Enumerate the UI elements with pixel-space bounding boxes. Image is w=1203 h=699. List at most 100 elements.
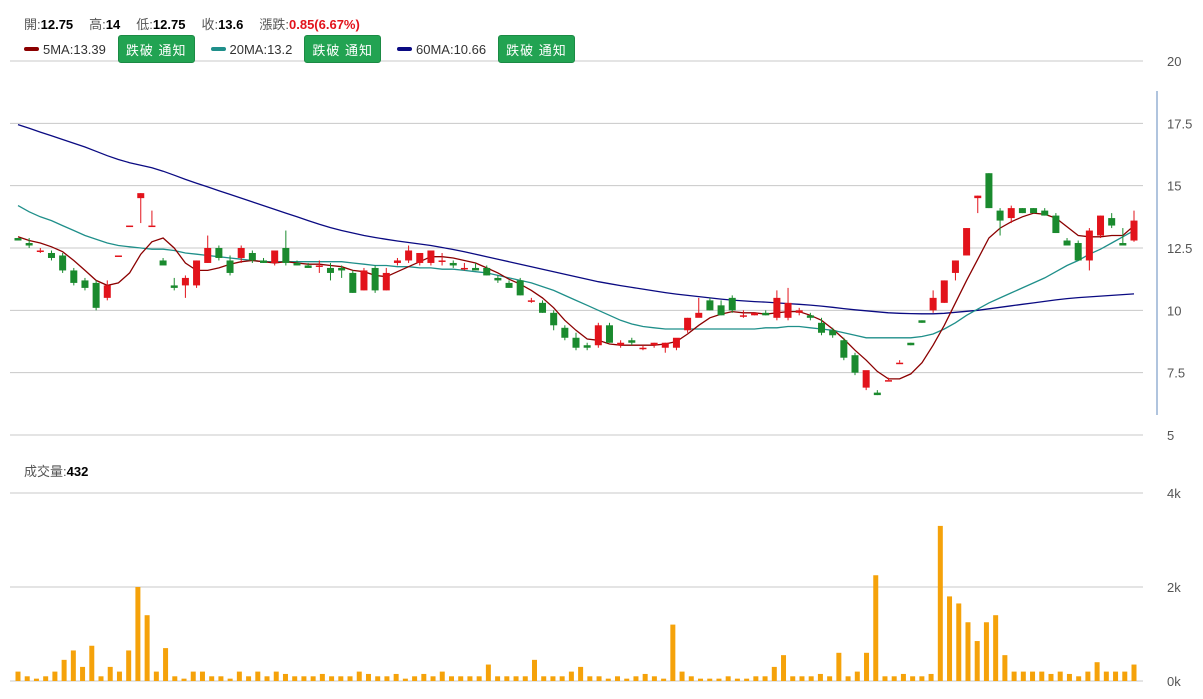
volume-bar	[651, 676, 657, 681]
volume-bar	[753, 676, 759, 681]
volume-bar	[458, 676, 464, 681]
volume-bar	[135, 587, 141, 681]
volume-bar	[319, 673, 325, 681]
candle-body	[25, 243, 33, 246]
close-value: 13.6	[218, 17, 244, 32]
candle-body	[884, 380, 892, 382]
candle-body	[181, 277, 189, 286]
volume-bar	[771, 666, 777, 681]
volume-bar	[882, 676, 888, 681]
candle-body	[706, 300, 714, 311]
ma20-label: 20MA:13.2	[229, 41, 293, 57]
candle-body	[1074, 243, 1082, 261]
close-label: 收:	[201, 17, 219, 32]
candle-body	[1119, 243, 1127, 246]
price-tick-label: 20	[1167, 54, 1181, 69]
volume-bar	[181, 678, 187, 681]
candle-body	[539, 302, 547, 313]
candle-body	[550, 312, 558, 326]
volume-bar	[513, 676, 519, 681]
volume-bar	[347, 676, 353, 681]
volume-bar	[301, 676, 307, 681]
candle-body	[438, 260, 446, 262]
candle-body	[47, 252, 55, 258]
volume-bar	[402, 678, 408, 681]
ma60-legend: 60MA:10.66 跌破 通知	[397, 35, 575, 63]
candle-body	[639, 347, 647, 350]
volume-bar	[531, 659, 537, 681]
candle-body	[505, 282, 513, 288]
candle-body	[248, 252, 256, 261]
volume-bar	[725, 676, 731, 681]
candle-body	[873, 392, 881, 396]
candle-body	[1085, 230, 1093, 261]
candle-body	[226, 260, 234, 273]
candle-body	[1063, 240, 1071, 246]
candlesticks	[14, 173, 1138, 396]
volume-bar	[61, 659, 67, 681]
volume-bar	[1057, 671, 1063, 681]
volume-bar	[983, 622, 989, 681]
candle-body	[829, 330, 837, 336]
volume-bar	[365, 673, 371, 681]
candle-body	[449, 262, 457, 266]
volume-bar	[209, 676, 215, 681]
candle-body	[918, 320, 926, 323]
volume-bar	[43, 676, 49, 681]
candle-body	[460, 267, 468, 270]
volume-bar	[900, 673, 906, 681]
candle-body	[996, 210, 1004, 221]
candle-body	[193, 260, 201, 286]
low-value: 12.75	[152, 17, 186, 32]
volume-title: 成交量:432	[24, 461, 88, 480]
candle-body	[14, 238, 22, 241]
candle-body	[628, 340, 636, 343]
volume-bar	[273, 671, 279, 681]
candle-body	[304, 265, 312, 268]
low-label: 低:	[136, 17, 153, 32]
ma60-alert-button[interactable]: 跌破 通知	[498, 35, 575, 63]
volume-bar	[172, 676, 178, 681]
candle-body	[717, 305, 725, 316]
volume-bar	[587, 676, 593, 681]
volume-bar	[974, 641, 980, 681]
candle-body	[1041, 210, 1049, 216]
ohlc-summary: 開:12.75 高:14 低:12.75 收:13.6 漲跌:0.85(6.67…	[24, 14, 360, 33]
candle-body	[695, 312, 703, 318]
ma5-alert-button[interactable]: 跌破 通知	[117, 35, 195, 63]
ma20-alert-button[interactable]: 跌破 通知	[304, 35, 381, 63]
volume-value: 432	[66, 464, 89, 479]
candle-body	[661, 342, 669, 348]
volume-bars	[15, 525, 1137, 681]
volume-bar	[578, 666, 584, 681]
volume-bar	[1030, 671, 1036, 681]
candle-body	[159, 260, 167, 266]
candle-body	[371, 267, 379, 291]
candle-body	[985, 173, 993, 209]
y-axis: 20 17.5 15 12.5 10 7.5 5 4k 2k 0k	[1156, 54, 1192, 689]
ma5-legend: 5MA:13.39 跌破 通知	[24, 35, 195, 63]
volume-bar	[126, 650, 132, 681]
candle-body	[516, 280, 524, 296]
candle-body	[483, 267, 491, 276]
volume-bar	[624, 678, 630, 681]
candle-body	[818, 322, 826, 333]
volume-bar	[52, 671, 58, 681]
volume-tick-label: 4k	[1167, 486, 1181, 501]
volume-bar	[430, 676, 436, 681]
volume-bar	[393, 673, 399, 681]
volume-bar	[615, 676, 621, 681]
candle-body	[940, 280, 948, 303]
volume-bar	[1113, 671, 1119, 681]
volume-bar	[1011, 671, 1017, 681]
open-value: 12.75	[40, 17, 74, 32]
candle-body	[851, 355, 859, 373]
volume-bar	[956, 603, 962, 681]
volume-bar	[80, 666, 86, 681]
volume-bar	[716, 678, 722, 681]
volume-bar	[1076, 676, 1082, 681]
volume-bar	[448, 676, 454, 681]
volume-bar	[1048, 673, 1054, 681]
volume-tick-label: 0k	[1167, 674, 1181, 689]
volume-bar	[467, 676, 473, 681]
